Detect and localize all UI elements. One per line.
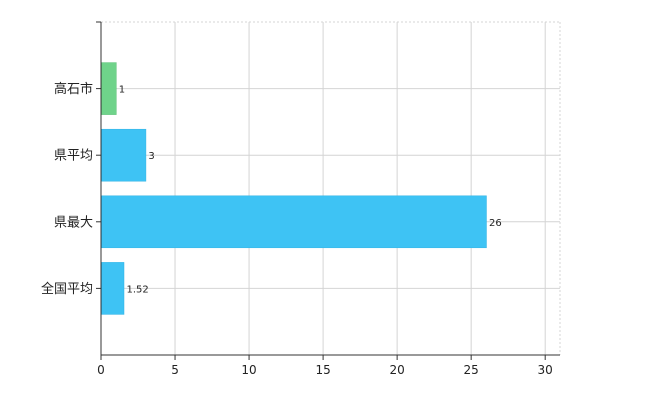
data-label: 26 xyxy=(489,218,502,229)
bar xyxy=(101,262,125,315)
x-tick-label: 25 xyxy=(464,363,479,377)
data-label: 1.52 xyxy=(127,284,149,295)
category-label: 高石市 xyxy=(54,81,93,97)
x-tick-label: 5 xyxy=(171,363,179,377)
grid-lines xyxy=(101,21,561,355)
bar xyxy=(101,62,117,115)
data-label: 1 xyxy=(119,85,125,96)
category-label: 県最大 xyxy=(54,215,93,230)
data-labels: 1 3 26 1.52 xyxy=(119,85,502,296)
x-tick-label: 10 xyxy=(241,363,256,377)
x-tick-label: 15 xyxy=(315,363,330,377)
x-tick-label: 0 xyxy=(97,363,105,377)
x-tick-label: 30 xyxy=(538,363,553,377)
axes xyxy=(96,21,560,356)
bars xyxy=(101,62,487,315)
category-label: 県平均 xyxy=(54,149,93,164)
x-axis-ticks: 0 5 10 15 20 25 30 xyxy=(97,355,553,377)
bar xyxy=(101,128,147,182)
x-tick-label: 20 xyxy=(389,363,404,377)
bar xyxy=(101,195,487,249)
data-label: 3 xyxy=(148,151,154,162)
category-label: 全国平均 xyxy=(41,281,93,297)
